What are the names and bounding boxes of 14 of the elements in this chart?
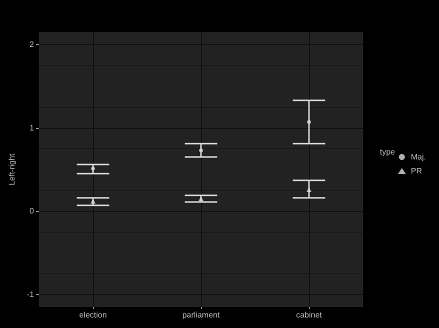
point	[307, 120, 311, 124]
x-tick-label: cabinet	[296, 310, 323, 320]
x-tick-label: parliament	[182, 310, 220, 320]
legend-label: PR	[410, 166, 422, 176]
y-tick-label: 2	[30, 40, 35, 49]
y-tick-label: -1	[26, 290, 35, 299]
legend-title: type	[380, 148, 396, 156]
x-tick-label: election	[79, 310, 107, 320]
y-axis-title: Left-right	[8, 152, 16, 186]
y-tick-label: 0	[30, 206, 35, 216]
legend-label: Maj.	[410, 152, 426, 162]
point	[91, 166, 96, 171]
point	[199, 148, 204, 152]
y-tick-label: 1	[30, 123, 35, 132]
